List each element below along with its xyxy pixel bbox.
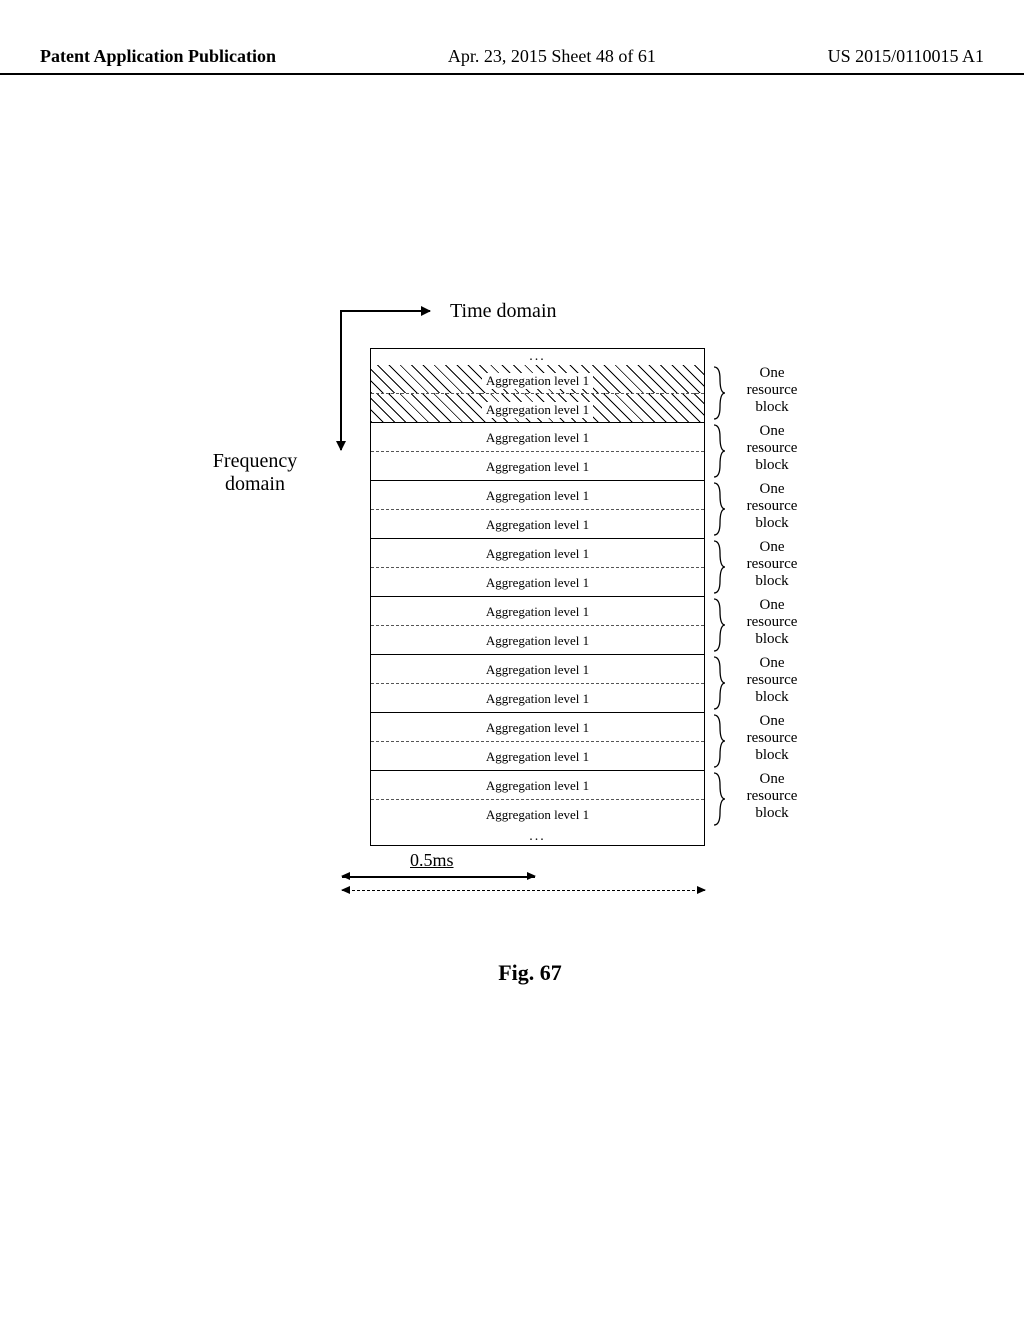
aggregation-row: Aggregation level 1 [371, 597, 704, 626]
aggregation-row-label: Aggregation level 1 [486, 517, 589, 532]
resource-block-label: Oneresourceblock [732, 713, 812, 764]
resource-block-brace [712, 365, 724, 421]
aggregation-row: Aggregation level 1 [371, 655, 704, 684]
aggregation-row: Aggregation level 1 [371, 423, 704, 452]
resource-block-brace [712, 771, 724, 827]
half-ms-arrow [342, 876, 535, 878]
resource-block-brace [712, 597, 724, 653]
freq-label-line1: Frequency [213, 450, 297, 472]
aggregation-row-label: Aggregation level 1 [486, 691, 589, 706]
aggregation-row: Aggregation level 1 [371, 771, 704, 800]
freq-label-line2: domain [225, 473, 285, 495]
aggregation-row: Aggregation level 1 [371, 394, 704, 423]
resource-block-brace [712, 423, 724, 479]
resource-block-brace [712, 713, 724, 769]
aggregation-row-label: Aggregation level 1 [486, 633, 589, 648]
aggregation-row-label: Aggregation level 1 [482, 402, 593, 418]
half-ms-label: 0.5ms [410, 850, 454, 871]
resource-block-brace [712, 655, 724, 711]
figure-caption: Fig. 67 [180, 960, 880, 986]
full-width-arrow [342, 890, 705, 891]
aggregation-row-label: Aggregation level 1 [486, 546, 589, 561]
frequency-axis-arrow [340, 310, 342, 450]
frequency-axis-label: Frequency domain [200, 450, 310, 496]
aggregation-row-label: Aggregation level 1 [486, 807, 589, 822]
aggregation-row: Aggregation level 1 [371, 800, 704, 829]
aggregation-row: Aggregation level 1 [371, 713, 704, 742]
aggregation-row: Aggregation level 1 [371, 510, 704, 539]
aggregation-row-label: Aggregation level 1 [486, 430, 589, 445]
time-axis-arrow [340, 310, 430, 312]
aggregation-row: Aggregation level 1 [371, 684, 704, 713]
aggregation-row: Aggregation level 1 [371, 365, 704, 394]
ellipsis-top: ... [371, 349, 704, 365]
resource-grid: ... Aggregation level 1 Aggregation level… [370, 348, 705, 846]
resource-block-label: Oneresourceblock [732, 539, 812, 590]
time-axis-label: Time domain [450, 300, 557, 323]
header-center: Apr. 23, 2015 Sheet 48 of 61 [448, 46, 656, 67]
aggregation-row-label: Aggregation level 1 [486, 604, 589, 619]
resource-block-brace [712, 481, 724, 537]
aggregation-row-label: Aggregation level 1 [486, 778, 589, 793]
aggregation-row: Aggregation level 1 [371, 481, 704, 510]
resource-block-label: Oneresourceblock [732, 655, 812, 706]
aggregation-row-label: Aggregation level 1 [482, 373, 593, 389]
aggregation-row-label: Aggregation level 1 [486, 720, 589, 735]
header-left: Patent Application Publication [40, 46, 276, 67]
ellipsis-bottom: ... [371, 829, 704, 845]
aggregation-row: Aggregation level 1 [371, 626, 704, 655]
aggregation-row-label: Aggregation level 1 [486, 488, 589, 503]
aggregation-row-label: Aggregation level 1 [486, 575, 589, 590]
resource-block-label: Oneresourceblock [732, 771, 812, 822]
resource-block-label: Oneresourceblock [732, 365, 812, 416]
page-header: Patent Application Publication Apr. 23, … [0, 46, 1024, 75]
resource-block-label: Oneresourceblock [732, 597, 812, 648]
aggregation-row: Aggregation level 1 [371, 742, 704, 771]
resource-block-label: Oneresourceblock [732, 423, 812, 474]
resource-block-brace [712, 539, 724, 595]
aggregation-row: Aggregation level 1 [371, 539, 704, 568]
aggregation-row-label: Aggregation level 1 [486, 749, 589, 764]
resource-block-label: Oneresourceblock [732, 481, 812, 532]
aggregation-row-label: Aggregation level 1 [486, 662, 589, 677]
aggregation-row-label: Aggregation level 1 [486, 459, 589, 474]
header-right: US 2015/0110015 A1 [828, 46, 984, 67]
aggregation-row: Aggregation level 1 [371, 568, 704, 597]
aggregation-row: Aggregation level 1 [371, 452, 704, 481]
